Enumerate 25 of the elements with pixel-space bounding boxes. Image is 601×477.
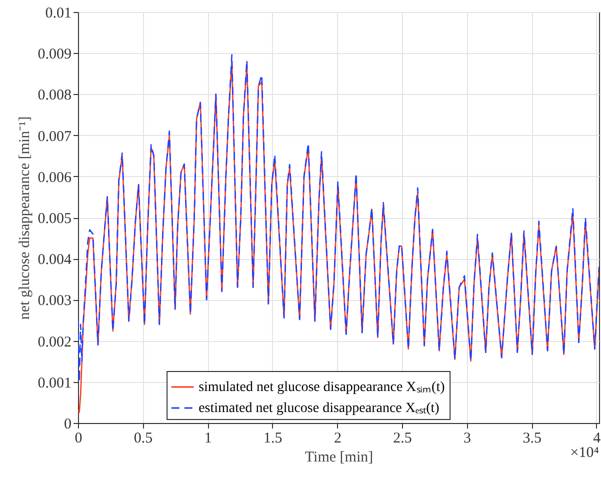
y-tick-label: 0.004: [38, 252, 72, 268]
y-tick-label: 0.003: [38, 293, 72, 310]
y-tick-label: 0.005: [38, 211, 72, 227]
legend-label: simulated net glucose disappearance Xₛᵢₘ(t): [198, 380, 446, 395]
y-tick-label: 0.002: [38, 334, 72, 350]
y-tick-label: 0.001: [38, 375, 72, 392]
x-tick-label: 1: [204, 430, 212, 446]
legend-label: estimated net glucose disappearance Xₑₛₜ(t): [198, 401, 440, 416]
y-tick-label: 0.009: [38, 46, 72, 63]
y-tick-label: 0.01: [45, 6, 72, 22]
text: ×10⁴: [570, 445, 599, 461]
x-tick-label: 1.5: [264, 430, 282, 446]
x-tick-label: 3.5: [522, 430, 542, 446]
x-tick-label: 4: [593, 430, 601, 446]
x-tick-label: 2: [334, 430, 342, 446]
x-axis-title: Time [min]: [304, 450, 374, 466]
x-tick-label: 0.5: [134, 430, 153, 446]
y-axis-title: net glucose disappearance [min⁻¹]: [16, 116, 33, 320]
y-tick-label: 0.008: [38, 88, 72, 104]
x-tick-label: 0: [74, 430, 82, 446]
x-tick-label: 3: [464, 430, 472, 446]
y-tick-label: 0.007: [38, 128, 72, 145]
y-tick-label: 0.006: [38, 170, 72, 186]
y-tick-label: 0: [64, 416, 72, 432]
x-tick-label: 2.5: [393, 430, 412, 446]
